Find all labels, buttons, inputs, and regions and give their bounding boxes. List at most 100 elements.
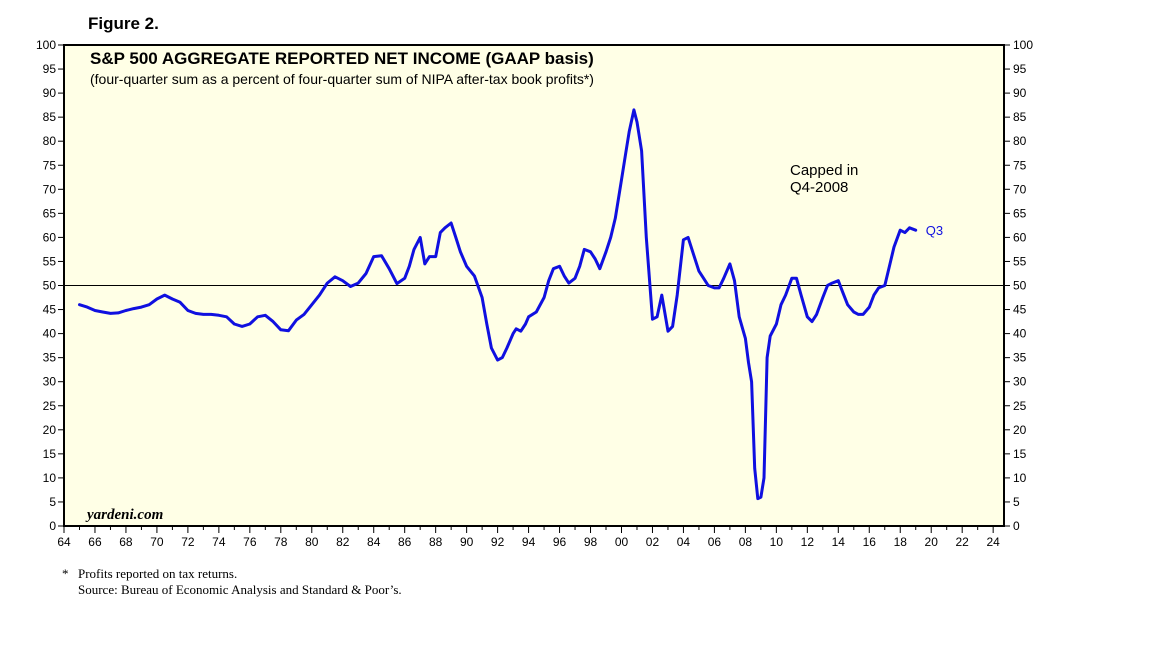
y-tick-label-right: 25 [1013, 399, 1027, 413]
data-point [490, 347, 493, 349]
footnote-line1: Profits reported on tax returns. [78, 566, 238, 581]
data-point [640, 150, 643, 152]
data-point [132, 307, 135, 310]
data-point [877, 287, 880, 289]
y-tick-label-right: 5 [1013, 495, 1020, 509]
data-point [512, 332, 514, 335]
annotation-capped-line2: Q4-2008 [790, 179, 848, 196]
x-tick-label: 92 [491, 535, 505, 549]
data-point [775, 323, 778, 325]
data-point [109, 312, 112, 315]
data-point [713, 287, 716, 289]
data-point [645, 236, 648, 239]
data-point [419, 236, 421, 239]
end-label-q3: Q3 [926, 223, 943, 238]
data-point [481, 296, 483, 299]
data-point [702, 277, 705, 280]
data-point [365, 272, 367, 275]
data-point [388, 267, 391, 270]
data-point [846, 303, 849, 306]
data-point [831, 282, 833, 284]
chart: 0510152025303540455055606570758085909510… [36, 38, 1033, 549]
data-point [372, 255, 375, 258]
data-point [171, 298, 174, 300]
x-tick-label: 08 [739, 535, 753, 549]
data-point [310, 303, 313, 306]
data-point [524, 323, 527, 325]
plot-frame [63, 44, 1005, 527]
y-tick-label-right: 20 [1013, 423, 1027, 437]
y-tick-label-left: 65 [43, 206, 57, 220]
x-tick-label: 06 [708, 535, 722, 549]
data-point [558, 265, 561, 268]
y-tick-label-left: 75 [43, 158, 57, 172]
data-point [899, 229, 902, 231]
data-point [893, 246, 895, 248]
data-point [568, 282, 570, 284]
data-point [687, 236, 689, 239]
data-point [249, 323, 251, 325]
y-tick-label-left: 40 [43, 327, 57, 341]
data-point [396, 282, 398, 285]
data-point [599, 267, 601, 270]
x-tick-label: 04 [677, 535, 691, 549]
data-point [766, 356, 768, 359]
data-point [636, 121, 638, 123]
data-point [439, 231, 442, 234]
data-point [506, 347, 508, 349]
data-point [272, 320, 274, 323]
y-tick-label-left: 25 [43, 399, 57, 413]
data-point [334, 276, 336, 278]
x-tick-label: 22 [956, 535, 970, 549]
x-tick-label: 78 [274, 535, 288, 549]
data-point [795, 277, 798, 280]
data-point [722, 277, 725, 280]
x-tick-label: 12 [801, 535, 815, 549]
x-tick-label: 94 [522, 535, 536, 549]
data-point [656, 315, 658, 318]
chart-title: S&P 500 AGGREGATE REPORTED NET INCOME (G… [90, 49, 594, 68]
data-point [729, 263, 731, 265]
data-point [747, 361, 750, 364]
data-point [806, 315, 809, 318]
data-point [574, 277, 576, 280]
y-tick-label-left: 95 [43, 62, 57, 76]
data-point [815, 313, 818, 316]
data-point [225, 315, 228, 318]
footnote-line2: Source: Bureau of Economic Analysis and … [78, 582, 402, 597]
data-point [769, 335, 771, 337]
data-point [295, 319, 298, 321]
y-tick-label-left: 60 [43, 230, 57, 244]
data-point [609, 236, 612, 239]
x-tick-label: 90 [460, 535, 474, 549]
y-tick-label-right: 30 [1013, 375, 1027, 389]
data-point [605, 251, 607, 253]
data-point [341, 279, 344, 282]
y-tick-label-right: 95 [1013, 62, 1027, 76]
x-tick-label: 66 [88, 535, 102, 549]
x-tick-label: 86 [398, 535, 412, 549]
data-point [459, 251, 462, 253]
y-tick-label-left: 55 [43, 254, 57, 268]
y-tick-label-right: 35 [1013, 351, 1027, 365]
x-tick-label: 20 [925, 535, 939, 549]
x-tick-label: 10 [770, 535, 784, 549]
data-point [667, 330, 669, 332]
data-point [691, 251, 694, 253]
data-point [614, 217, 617, 219]
y-tick-label-right: 55 [1013, 254, 1027, 268]
y-tick-label-left: 20 [43, 423, 57, 437]
data-point [837, 279, 840, 282]
y-tick-label-left: 30 [43, 375, 57, 389]
y-tick-label-right: 10 [1013, 471, 1027, 485]
data-point [413, 248, 415, 251]
data-point [800, 294, 802, 296]
data-point [241, 325, 243, 328]
data-point [543, 296, 545, 299]
x-tick-label: 02 [646, 535, 660, 549]
data-point [826, 284, 829, 287]
data-point [718, 287, 720, 289]
data-point [318, 294, 321, 296]
data-point [914, 229, 917, 231]
chart-subtitle: (four-quarter sum as a percent of four-q… [90, 71, 594, 87]
